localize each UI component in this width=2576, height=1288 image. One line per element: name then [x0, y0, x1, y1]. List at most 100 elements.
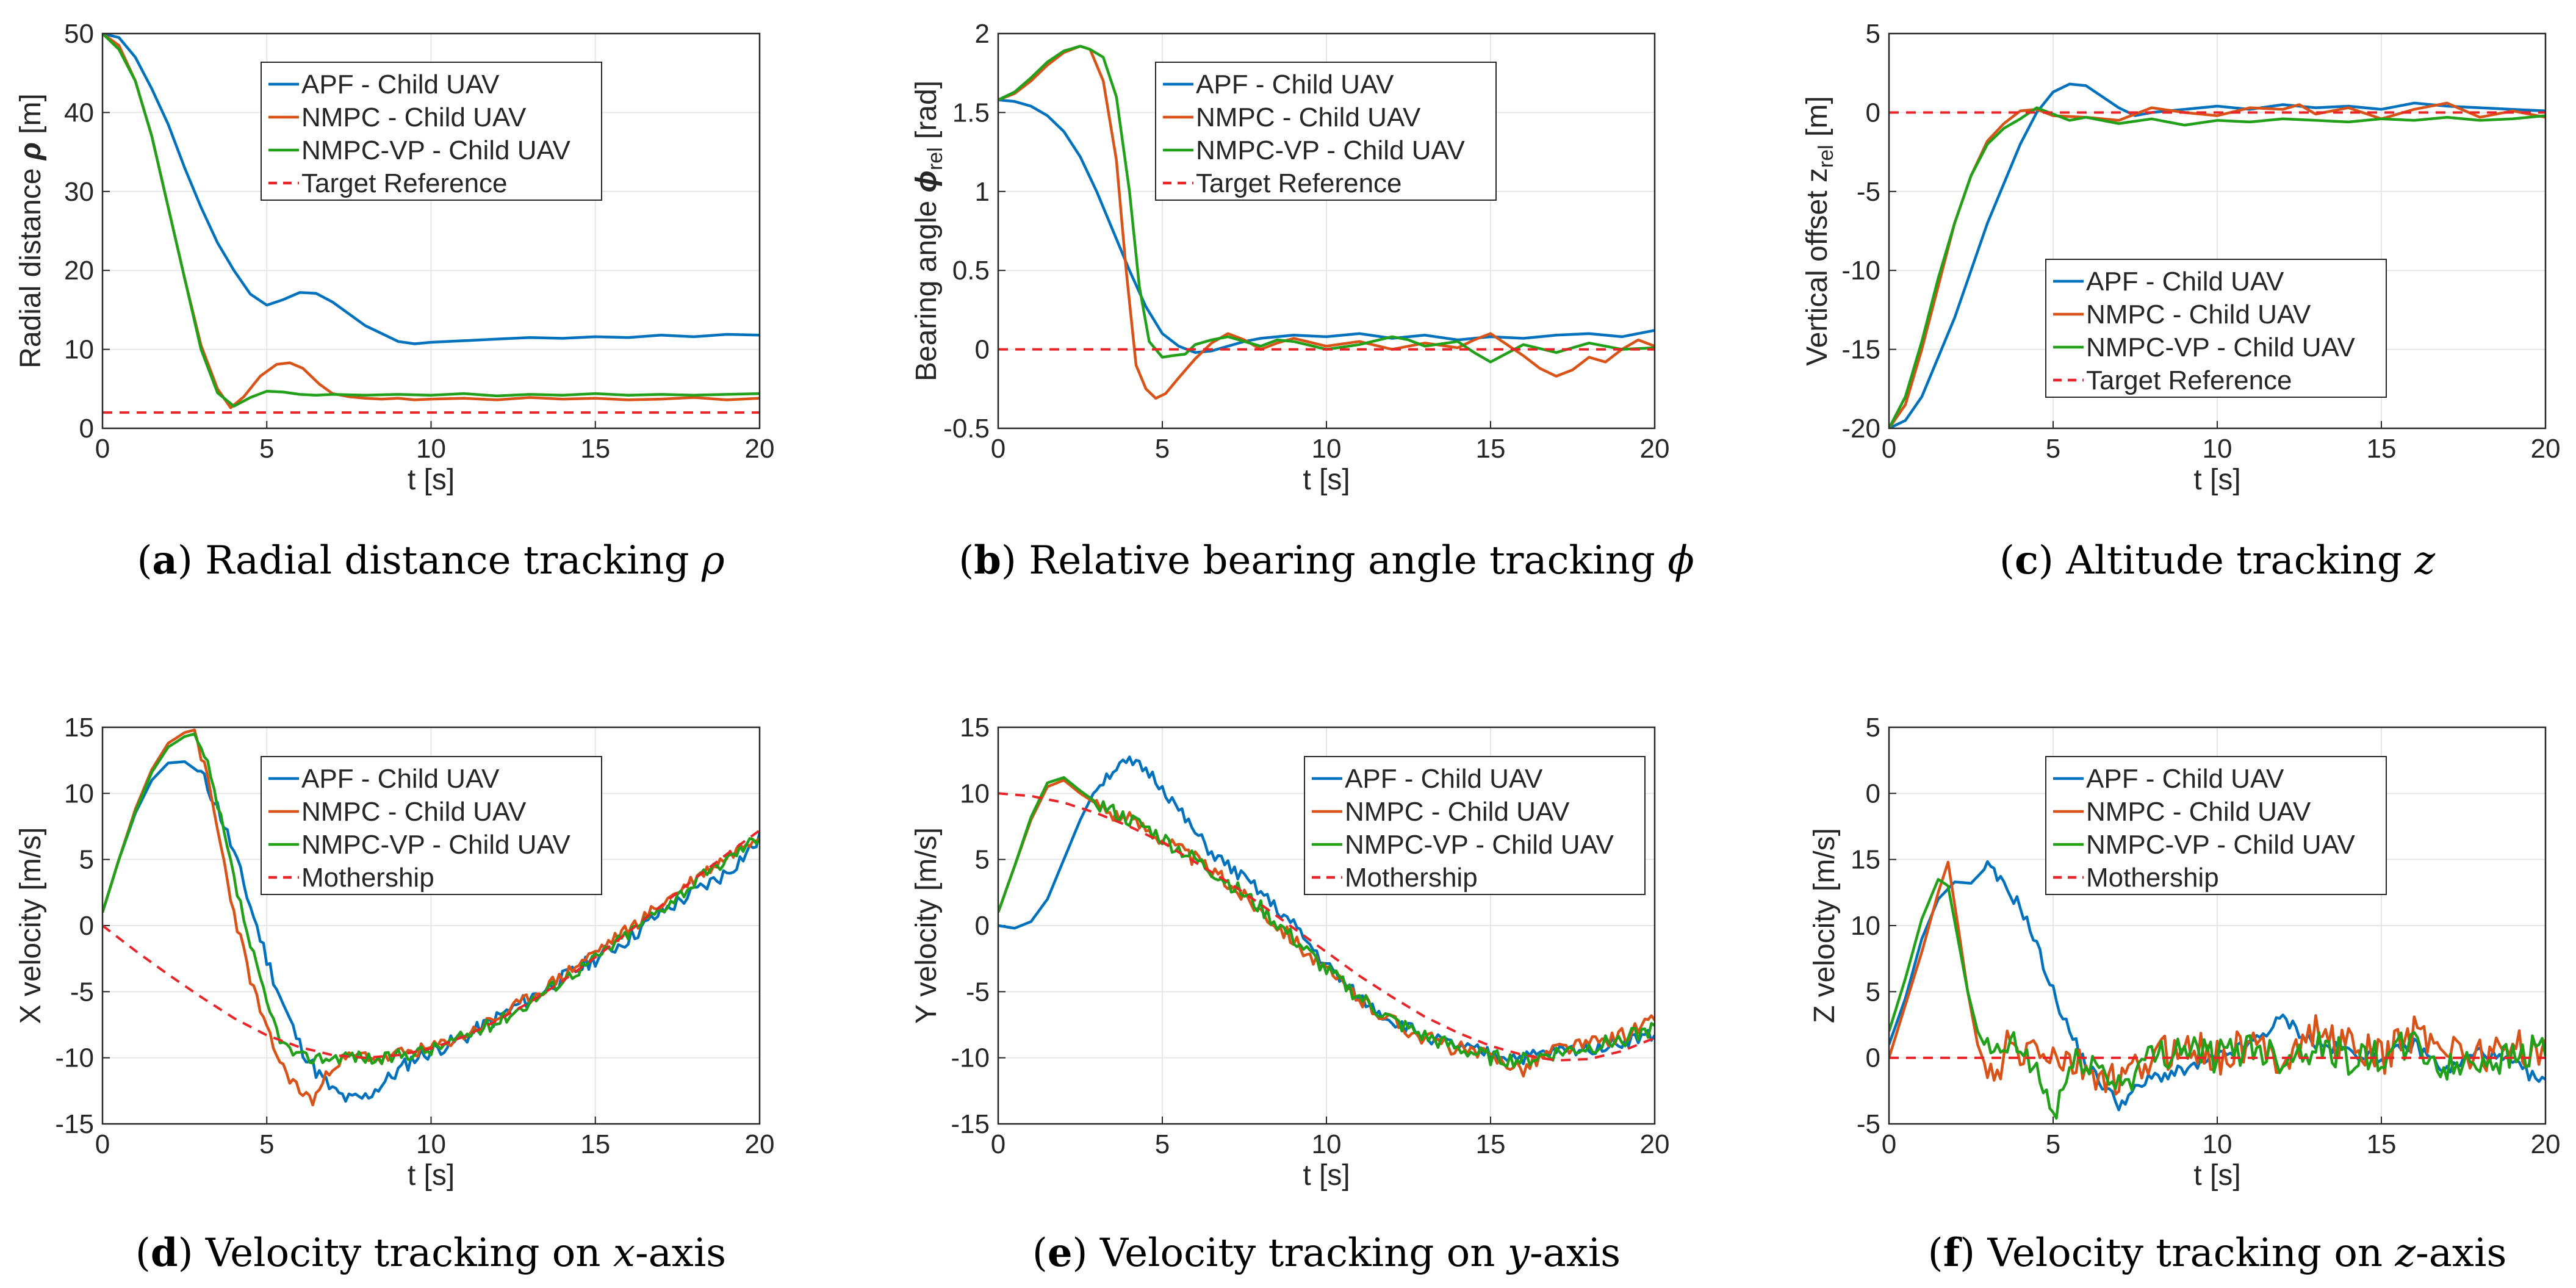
legend-label: APF - Child UAV: [1196, 70, 1394, 99]
y-tick-label: -15: [951, 1109, 990, 1139]
y-tick-label: -5: [1857, 1109, 1880, 1139]
panel-caption: (d) Velocity tracking on x-axis: [135, 1230, 726, 1276]
x-tick-label: 15: [2367, 1129, 2397, 1159]
x-tick-label: 5: [2046, 1129, 2060, 1159]
legend-label: APF - Child UAV: [1345, 764, 1543, 794]
y-tick-label: 0: [975, 911, 990, 941]
series-group: [998, 755, 1655, 1078]
legend-box: [261, 756, 602, 895]
axes-frame: [101, 726, 761, 1125]
panel-caption: (b) Relative bearing angle tracking ϕ: [959, 538, 1694, 583]
series-line-ref: [103, 829, 760, 1059]
y-tick-label: 10: [64, 779, 94, 808]
x-tick-label: 10: [1312, 1129, 1342, 1159]
x-axis-label: t [s]: [1303, 464, 1350, 496]
series-line-nmpc: [103, 729, 760, 1107]
x-tick-label: 15: [1476, 434, 1506, 464]
legend-label: NMPC-VP - Child UAV: [1196, 135, 1466, 165]
y-axis-label: Radial distance ρ [m]: [15, 93, 47, 369]
series-line-nmpc-vp: [103, 34, 760, 408]
legend-label: APF - Child UAV: [301, 70, 500, 99]
x-tick-label: 10: [416, 1129, 446, 1159]
x-tick-label: 0: [95, 1129, 110, 1159]
series-line-apf: [103, 34, 760, 345]
x-tick-label: 15: [2367, 434, 2397, 464]
x-axis-label: t [s]: [408, 1159, 455, 1192]
x-tick-label: 0: [1882, 1129, 1896, 1159]
series-group: [1889, 82, 2545, 428]
x-tick-label: 20: [2531, 1129, 2561, 1159]
y-axis-label: Z velocity [m/s]: [1808, 828, 1841, 1023]
y-tick-label: 40: [64, 98, 94, 128]
y-tick-label: 20: [64, 256, 94, 286]
x-tick-label: 15: [580, 1129, 610, 1159]
y-tick-label: 1: [975, 177, 990, 207]
y-tick-label: -20: [1841, 414, 1880, 444]
series-group: [1889, 860, 2545, 1120]
series-line-nmpc-vp: [1889, 106, 2545, 428]
y-tick-label: 15: [1851, 845, 1880, 875]
legend-label: Mothership: [2086, 863, 2219, 893]
y-tick-label: -15: [1841, 335, 1880, 365]
chart-panel-c: 0 5 10 15 20 -20 -15 -10 -5 0 5 t [s] Vertical offse…: [1801, 19, 2560, 583]
panel-caption: (e) Velocity tracking on y-axis: [1032, 1230, 1621, 1276]
axes-frame: [997, 32, 1656, 430]
y-tick-label: 15: [64, 713, 94, 743]
y-axis-label: Y velocity [m/s]: [910, 827, 943, 1024]
legend-label: NMPC-VP - Child UAV: [301, 830, 571, 860]
series-group: [998, 45, 1655, 400]
x-tick-label: 20: [1640, 434, 1670, 464]
legend-label: APF - Child UAV: [2086, 764, 2284, 794]
panel-caption: (a) Radial distance tracking ρ: [137, 538, 725, 583]
axes-frame: [1888, 726, 2547, 1125]
chart-panel-b: 0 5 10 15 20-0.500.511.52t [s]Bearing angle …: [910, 19, 1694, 583]
y-tick-label: 50: [64, 19, 94, 49]
y-tick-label: 10: [64, 335, 94, 365]
y-tick-label: -5: [1857, 177, 1880, 207]
y-tick-label: 5: [975, 845, 990, 875]
y-axis-label: Vertical offset zrel [m]: [1801, 96, 1838, 365]
x-tick-label: 5: [1155, 434, 1170, 464]
y-tick-label: 0: [1866, 98, 1880, 128]
legend-label: NMPC-VP - Child UAV: [2086, 830, 2356, 860]
x-tick-label: 10: [2203, 434, 2232, 464]
x-tick-label: 0: [991, 434, 1006, 464]
y-tick-label: -5: [966, 977, 990, 1007]
legend-label: APF - Child UAV: [2086, 267, 2284, 297]
y-tick-label: 5: [1866, 713, 1880, 743]
y-tick-label: 2: [975, 19, 990, 49]
x-tick-label: 15: [580, 434, 610, 464]
y-tick-label: -0.5: [943, 414, 990, 444]
legend-box: [1155, 62, 1497, 201]
legend-box: [2045, 259, 2387, 398]
series-group: [103, 729, 760, 1107]
legend-label: Target Reference: [1196, 168, 1402, 198]
legend-box: [261, 62, 602, 201]
x-axis-label: t [s]: [2193, 464, 2240, 496]
legend-label: Target Reference: [2086, 365, 2292, 395]
legend-label: NMPC - Child UAV: [301, 103, 527, 132]
axes-frame: [101, 32, 761, 430]
x-axis-label: t [s]: [408, 464, 455, 496]
chart-panel-d: 0 5 10 15 20 -15 -10 -5 0 5 10 15 t [s] X velocity [m…: [15, 713, 774, 1276]
x-axis-label: t [s]: [2193, 1159, 2240, 1192]
legend-label: NMPC - Child UAV: [1345, 797, 1570, 827]
x-tick-label: 0: [95, 434, 110, 464]
y-axis-label: X velocity [m/s]: [15, 827, 47, 1024]
y-tick-label: 0: [79, 911, 94, 941]
x-tick-label: 15: [1476, 1129, 1506, 1159]
legend-label: APF - Child UAV: [301, 764, 500, 794]
x-tick-label: 20: [1640, 1129, 1670, 1159]
y-tick-label: -10: [1841, 256, 1880, 286]
axes-frame: [997, 726, 1656, 1125]
legend-label: Mothership: [1345, 863, 1478, 893]
y-tick-label: 0: [79, 414, 94, 444]
x-tick-label: 10: [416, 434, 446, 464]
y-tick-label: 0: [1866, 779, 1880, 808]
x-tick-label: 0: [991, 1129, 1006, 1159]
